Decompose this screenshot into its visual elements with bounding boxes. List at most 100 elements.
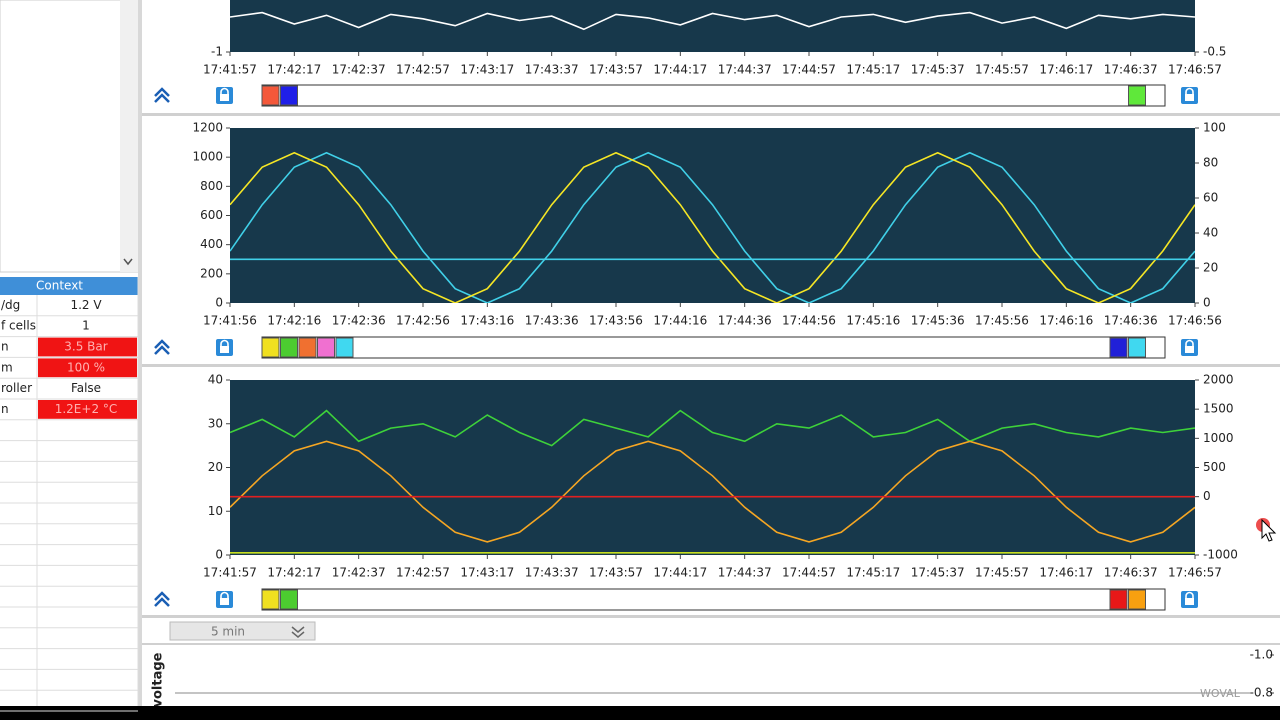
series-swatch[interactable] [1109, 589, 1128, 610]
series-swatch[interactable] [280, 589, 298, 610]
x-tick-label: 17:43:57 [589, 566, 643, 580]
y2-tick-label: 2000 [1203, 373, 1234, 387]
dropdown-chevron[interactable] [291, 626, 305, 638]
scroll-down[interactable] [123, 258, 133, 266]
y2-tick-label: 100 [1203, 121, 1226, 135]
series-swatch[interactable] [261, 589, 280, 610]
x-tick-label: 17:43:16 [460, 314, 514, 328]
x-tick-label: 17:41:57 [203, 566, 257, 580]
lock-icon [1185, 87, 1194, 94]
x-tick-label: 17:46:37 [1104, 63, 1158, 77]
x-tick-label: 17:41:57 [203, 63, 257, 77]
x-tick-label: 17:45:16 [846, 314, 900, 328]
series-swatch[interactable] [261, 85, 280, 106]
alert-cell [38, 358, 137, 378]
x-tick-label: 17:45:17 [846, 566, 900, 580]
y-tick-label: 30 [208, 416, 223, 430]
separator [142, 113, 1280, 116]
x-tick-label: 17:44:56 [782, 314, 836, 328]
lock-icon [1185, 339, 1194, 346]
y-tick-label: -0.8 [1250, 686, 1273, 700]
series-line [230, 440, 1195, 543]
y-tick-label: 400 [200, 237, 223, 251]
series-swatch[interactable] [280, 85, 298, 106]
y-tick-label: 0 [215, 548, 223, 562]
expand-icon [154, 87, 170, 103]
taskbar-edge [0, 706, 1280, 720]
x-tick-label: 17:45:17 [846, 63, 900, 77]
x-tick-label: 17:44:57 [782, 566, 836, 580]
y2-tick-label: 0 [1203, 489, 1211, 503]
series-line [230, 151, 1195, 303]
x-tick-label: 17:44:36 [718, 314, 772, 328]
x-tick-label: 17:45:37 [911, 566, 965, 580]
series-swatch[interactable] [1128, 85, 1146, 106]
lock-body [220, 94, 229, 101]
lock-icon [220, 591, 229, 598]
row-label: m [1, 360, 13, 374]
alert-cell [38, 337, 137, 357]
list-box [0, 0, 139, 273]
series-swatch[interactable] [1109, 337, 1128, 358]
x-tick-label: 17:46:37 [1104, 566, 1158, 580]
x-tick-label: 17:43:56 [589, 314, 643, 328]
y-tick-label: 200 [200, 266, 223, 280]
x-tick-label: 17:42:17 [267, 566, 321, 580]
series-swatch[interactable] [1128, 337, 1146, 358]
series-line [230, 409, 1195, 447]
series-bar [261, 336, 1166, 359]
series-bar [261, 84, 1166, 107]
y-tick-label: 1200 [192, 121, 223, 135]
plot-area [230, 128, 1195, 303]
lock-body [1185, 94, 1194, 101]
row-value: 1.2E+2 °C [55, 402, 118, 416]
table-header: Context [36, 279, 83, 293]
y-tick-label: 0 [215, 296, 223, 310]
scrollbar[interactable] [120, 0, 138, 272]
panel-label: voltage [151, 652, 166, 707]
y2-tick-label: 500 [1203, 460, 1226, 474]
x-tick-label: 17:42:36 [332, 314, 386, 328]
y-tick-label: 10 [208, 504, 223, 518]
row-label: n [1, 402, 9, 416]
y2-tick-label: -1000 [1203, 548, 1238, 562]
x-tick-label: 17:43:57 [589, 63, 643, 77]
series-swatch[interactable] [335, 337, 354, 358]
row-label: f cells [1, 319, 36, 333]
series-swatch[interactable] [298, 337, 317, 358]
x-tick-label: 17:45:37 [911, 63, 965, 77]
y-tick-label: -1.0 [1250, 648, 1273, 662]
expand-icon [154, 591, 170, 607]
series-swatch[interactable] [1128, 589, 1146, 610]
mouse-cursor [1261, 518, 1277, 542]
y-tick-label: -1 [211, 45, 223, 59]
series-line [230, 11, 1195, 31]
lock-icon [1185, 591, 1194, 598]
series-bar [261, 588, 1166, 611]
series-swatch[interactable] [317, 337, 335, 358]
separator [142, 364, 1280, 367]
lock-icon [220, 339, 229, 346]
series-swatch[interactable] [261, 337, 280, 358]
plot-area [230, 380, 1195, 555]
x-tick-label: 17:42:37 [332, 566, 386, 580]
row-label: /dg [1, 298, 20, 312]
x-tick-label: 17:45:57 [975, 566, 1029, 580]
x-tick-label: 17:44:17 [653, 63, 707, 77]
lock-icon [220, 87, 229, 94]
alert-cell [38, 400, 137, 419]
splitter[interactable] [138, 0, 142, 706]
series-swatch[interactable] [280, 337, 298, 358]
lock-body [220, 346, 229, 353]
x-tick-label: 17:42:57 [396, 566, 450, 580]
watermark: WOVAL [1200, 687, 1241, 700]
time-window-dropdown[interactable] [169, 621, 316, 641]
y2-tick-label: 1500 [1203, 402, 1234, 416]
x-tick-label: 17:41:56 [203, 314, 257, 328]
time-window[interactable]: 5 min [211, 625, 245, 639]
x-tick-label: 17:46:36 [1104, 314, 1158, 328]
y2-tick-label: 1000 [1203, 431, 1234, 445]
expand-icon [154, 339, 170, 355]
y2-tick-label: 40 [1203, 226, 1218, 240]
y-tick-label: 1000 [192, 150, 223, 164]
